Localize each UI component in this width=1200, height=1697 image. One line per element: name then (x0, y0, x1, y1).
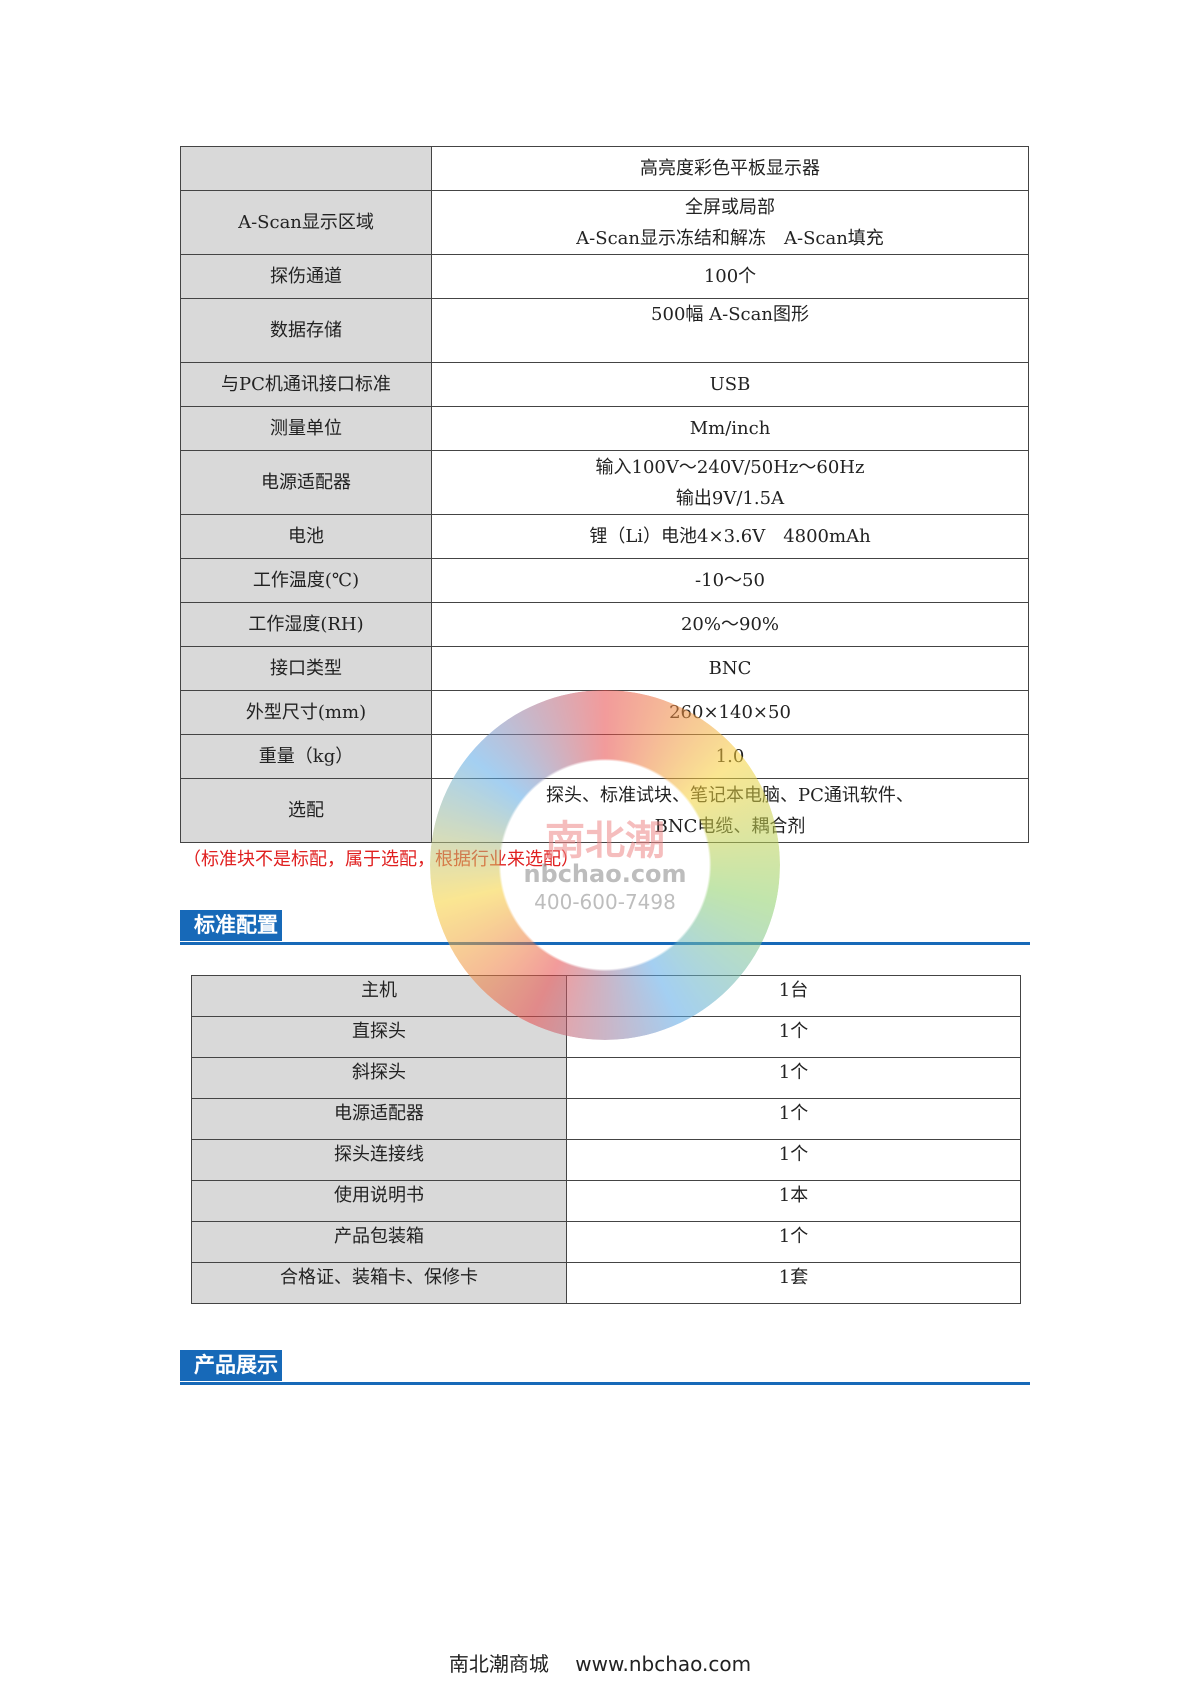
spec-value-line: 探头、标准试块、笔记本电脑、PC通讯软件、 (546, 784, 914, 806)
spec-key: 外型尺寸(mm) (180, 690, 432, 735)
spec-key: 测量单位 (180, 406, 432, 451)
item-qty: 1个 (566, 1221, 1021, 1263)
item-qty: 1台 (566, 975, 1021, 1017)
spec-value-line: BNC电缆、耦合剂 (654, 815, 806, 837)
table-row: A-Scan显示区域 全屏或局部 A-Scan显示冻结和解冻 A-Scan填充 (180, 190, 1029, 255)
standard-config-table: 主机 1台 直探头 1个 斜探头 1个 电源适配器 1个 探头连接线 1个 使用说明书 1本 产品包装箱… (191, 975, 1021, 1304)
spec-value-line: 100个 (703, 266, 757, 287)
spec-key: 接口类型 (180, 646, 432, 691)
spec-key: 工作温度(℃) (180, 558, 432, 603)
spec-value-line: 输出9V/1.5A (675, 487, 785, 509)
item-qty: 1个 (566, 1057, 1021, 1099)
footer-url[interactable]: www.nbchao.com (575, 1652, 752, 1676)
spec-value: 500幅 A-Scan图形 (431, 298, 1029, 363)
spec-value-line: USB (709, 374, 751, 395)
table-row: 电源适配器 输入100V～240V/50Hz～60Hz 输出9V/1.5A (180, 450, 1029, 515)
table-row: 主机 1台 (191, 975, 1021, 1017)
spec-value-line: 高亮度彩色平板显示器 (640, 158, 820, 179)
spec-value-line: 锂（Li）电池4×3.6V 4800mAh (589, 526, 871, 547)
item-qty: 1个 (566, 1098, 1021, 1140)
table-row: 重量（kg） 1.0 (180, 734, 1029, 779)
table-row: 产品包装箱 1个 (191, 1221, 1021, 1263)
table-row: 合格证、装箱卡、保修卡 1套 (191, 1262, 1021, 1304)
spec-key: 选配 (180, 778, 432, 843)
item-name: 探头连接线 (191, 1139, 567, 1181)
table-row: 使用说明书 1本 (191, 1180, 1021, 1222)
item-qty: 1个 (566, 1016, 1021, 1058)
spec-value-line: 1.0 (715, 746, 745, 767)
table-row: 工作湿度(RH) 20%～90% (180, 602, 1029, 647)
spec-value: 高亮度彩色平板显示器 (431, 146, 1029, 191)
spec-value-line: A-Scan显示冻结和解冻 A-Scan填充 (576, 227, 884, 249)
page-footer: 南北潮商城 www.nbchao.com (0, 1648, 1200, 1677)
table-row: 接口类型 BNC (180, 646, 1029, 691)
spec-value: 100个 (431, 254, 1029, 299)
spec-key (180, 146, 432, 191)
spec-value-line: BNC (708, 658, 752, 679)
spec-value-line: 500幅 A-Scan图形 (651, 304, 809, 325)
spec-value-line: -10～50 (695, 570, 765, 591)
spec-key: 电池 (180, 514, 432, 559)
table-row: 探头连接线 1个 (191, 1139, 1021, 1181)
spec-value-line: 全屏或局部 (685, 196, 775, 218)
spec-value: 20%～90% (431, 602, 1029, 647)
spec-key: 与PC机通讯接口标准 (180, 362, 432, 407)
spec-value: 全屏或局部 A-Scan显示冻结和解冻 A-Scan填充 (431, 190, 1029, 255)
table-row: 斜探头 1个 (191, 1057, 1021, 1099)
table-row: 选配 探头、标准试块、笔记本电脑、PC通讯软件、 BNC电缆、耦合剂 (180, 778, 1029, 843)
spec-value: 260×140×50 (431, 690, 1029, 735)
spec-value-line: 260×140×50 (669, 702, 791, 723)
spec-value: BNC (431, 646, 1029, 691)
spec-key: 工作湿度(RH) (180, 602, 432, 647)
table-row: 电池 锂（Li）电池4×3.6V 4800mAh (180, 514, 1029, 559)
spec-key: 电源适配器 (180, 450, 432, 515)
spec-value-line: 输入100V～240V/50Hz～60Hz (595, 456, 865, 478)
item-qty: 1套 (566, 1262, 1021, 1304)
section-header-display: 产品展示 (180, 1350, 1030, 1385)
footer-name: 南北潮商城 (448, 1652, 549, 1676)
spec-value: 锂（Li）电池4×3.6V 4800mAh (431, 514, 1029, 559)
section-title: 标准配置 (180, 910, 282, 941)
item-name: 产品包装箱 (191, 1221, 567, 1263)
item-qty: 1个 (566, 1139, 1021, 1181)
section-header-standard: 标准配置 (180, 910, 1030, 945)
section-title: 产品展示 (180, 1350, 282, 1381)
item-name: 使用说明书 (191, 1180, 567, 1222)
spec-value: Mm/inch (431, 406, 1029, 451)
spec-value: 1.0 (431, 734, 1029, 779)
table-row: 测量单位 Mm/inch (180, 406, 1029, 451)
item-name: 合格证、装箱卡、保修卡 (191, 1262, 567, 1304)
table-row: 工作温度(℃) -10～50 (180, 558, 1029, 603)
table-row: 电源适配器 1个 (191, 1098, 1021, 1140)
spec-value-line: 20%～90% (680, 614, 779, 635)
table-row: 与PC机通讯接口标准 USB (180, 362, 1029, 407)
spec-value: 探头、标准试块、笔记本电脑、PC通讯软件、 BNC电缆、耦合剂 (431, 778, 1029, 843)
spec-value: USB (431, 362, 1029, 407)
item-qty: 1本 (566, 1180, 1021, 1222)
spec-key: 探伤通道 (180, 254, 432, 299)
item-name: 斜探头 (191, 1057, 567, 1099)
table-row: 探伤通道 100个 (180, 254, 1029, 299)
spec-key: 重量（kg） (180, 734, 432, 779)
spec-note: （标准块不是标配，属于选配，根据行业来选配） (183, 849, 579, 870)
spec-key: A-Scan显示区域 (180, 190, 432, 255)
item-name: 直探头 (191, 1016, 567, 1058)
spec-table: 高亮度彩色平板显示器 A-Scan显示区域 全屏或局部 A-Scan显示冻结和解冻 A… (180, 146, 1029, 843)
spec-value-line: Mm/inch (689, 418, 771, 439)
table-row: 直探头 1个 (191, 1016, 1021, 1058)
table-row: 高亮度彩色平板显示器 (180, 146, 1029, 191)
item-name: 电源适配器 (191, 1098, 567, 1140)
spec-value: -10～50 (431, 558, 1029, 603)
spec-key: 数据存储 (180, 298, 432, 363)
table-row: 外型尺寸(mm) 260×140×50 (180, 690, 1029, 735)
item-name: 主机 (191, 975, 567, 1017)
spec-value: 输入100V～240V/50Hz～60Hz 输出9V/1.5A (431, 450, 1029, 515)
table-row: 数据存储 500幅 A-Scan图形 (180, 298, 1029, 363)
